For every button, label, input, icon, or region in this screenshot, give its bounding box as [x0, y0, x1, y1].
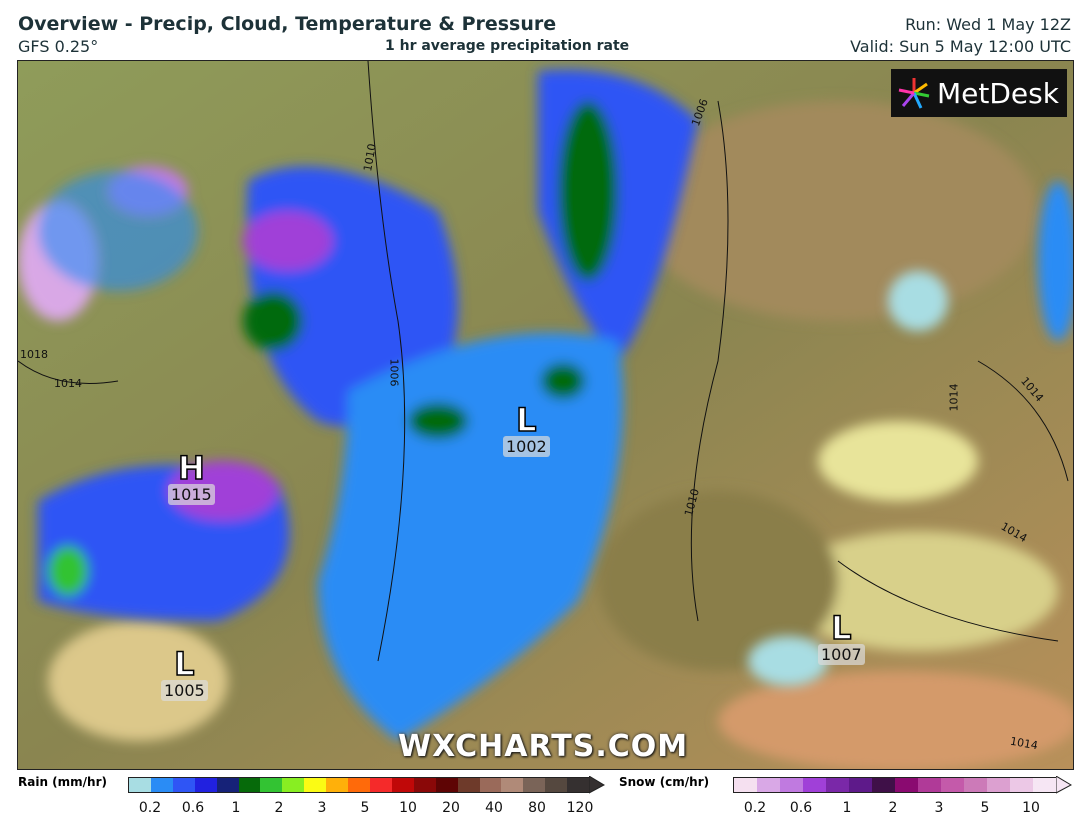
isobar-label: 1018	[20, 348, 48, 361]
low-pressure-center: L 1007	[818, 610, 865, 665]
colorbar-swatch	[260, 778, 283, 792]
colorbar-tick-label: 0.2	[743, 800, 767, 816]
colorbar-swatch	[435, 778, 458, 792]
colorbar-tick-label: 20	[442, 800, 460, 816]
high-pressure-center: H 1015	[168, 450, 215, 505]
snow-legend-label: Snow (cm/hr)	[619, 775, 710, 789]
logo-burst-icon	[898, 78, 930, 109]
colorbar-swatch	[964, 778, 987, 792]
colorbar-tick-label: 10	[399, 800, 417, 816]
valid-time: Valid: Sun 5 May 12:00 UTC	[850, 37, 1071, 56]
rain-legend-label: Rain (mm/hr)	[18, 775, 107, 789]
colorbar-swatch	[194, 778, 217, 792]
model-label: GFS 0.25°	[18, 37, 99, 56]
isobar-label: 1006	[387, 358, 401, 387]
colorbar-swatch	[369, 778, 392, 792]
isobars	[18, 61, 1069, 662]
colorbar-tick-label: 0.6	[181, 800, 205, 816]
colorbar-tick-label: 0.2	[138, 800, 162, 816]
colorbar-swatch	[326, 778, 349, 792]
colorbar-swatch	[172, 778, 195, 792]
colorbar-swatch	[479, 778, 502, 792]
colorbar-tick-label: 120	[566, 800, 594, 816]
colorbar-swatch	[1010, 778, 1033, 792]
colorbar-tick-label: 2	[888, 800, 898, 816]
colorbar-swatch	[413, 778, 436, 792]
colorbar-swatch	[780, 778, 803, 792]
isobar-label: 1014	[947, 383, 961, 412]
colorbar-swatch	[872, 778, 895, 792]
metdesk-logo: MetDesk	[891, 69, 1067, 117]
low-pressure-center: L 1002	[503, 402, 550, 457]
colorbar-swatch	[987, 778, 1010, 792]
colorbar-tick-label: 1	[842, 800, 852, 816]
chart-title: Overview - Precip, Cloud, Temperature & …	[18, 13, 557, 35]
colorbar-arrow-icon	[589, 776, 605, 794]
precipitation	[18, 69, 1073, 741]
colorbar-arrow-icon	[1056, 776, 1072, 794]
watermark: WXCHARTS.COM	[398, 729, 689, 764]
colorbar-tick-label: 0.6	[789, 800, 813, 816]
colorbar-tick-label: 80	[528, 800, 546, 816]
weather-map: MetDesk WXCHARTS.COM H 1015 L 1002 L 1007 L…	[17, 60, 1074, 770]
colorbar-tick-label: 5	[980, 800, 990, 816]
colorbar-swatch	[918, 778, 941, 792]
run-time: Run: Wed 1 May 12Z	[905, 15, 1071, 34]
isobar-label: 1014	[54, 377, 82, 390]
colorbar-swatch	[849, 778, 872, 792]
colorbar-swatch	[391, 778, 414, 792]
map-layers	[18, 61, 1073, 769]
colorbar-swatch	[545, 778, 568, 792]
colorbar-swatch	[826, 778, 849, 792]
colorbar-swatch	[282, 778, 305, 792]
colorbar-swatch	[348, 778, 370, 792]
colorbar-swatch	[501, 778, 524, 792]
colorbar-swatch	[567, 778, 590, 792]
snow-colorbar	[733, 777, 1057, 793]
colorbar-swatch	[129, 778, 151, 792]
colorbar-tick-label: 5	[360, 800, 370, 816]
colorbar-swatch	[895, 778, 918, 792]
low-pressure-center: L 1005	[161, 646, 208, 701]
colorbar-tick-label: 40	[485, 800, 503, 816]
colorbar-swatch	[757, 778, 780, 792]
colorbar-swatch	[457, 778, 480, 792]
colorbar-tick-label: 3	[317, 800, 327, 816]
colorbar-swatch	[523, 778, 546, 792]
rain-colorbar	[128, 777, 590, 793]
colorbar-swatch	[803, 778, 826, 792]
subtitle: 1 hr average precipitation rate	[385, 38, 630, 54]
colorbar-swatch	[238, 778, 261, 792]
surface-shading	[48, 101, 1073, 769]
colorbar-tick-label: 1	[231, 800, 241, 816]
colorbar-swatch	[216, 778, 239, 792]
colorbar-tick-label: 2	[274, 800, 284, 816]
colorbar-swatch	[304, 778, 327, 792]
colorbar-swatch	[941, 778, 964, 792]
colorbar-swatch	[734, 778, 757, 792]
colorbar-swatch	[150, 778, 173, 792]
colorbar-swatch	[1033, 778, 1056, 792]
colorbar-tick-label: 3	[934, 800, 944, 816]
colorbar-tick-label: 10	[1022, 800, 1040, 816]
